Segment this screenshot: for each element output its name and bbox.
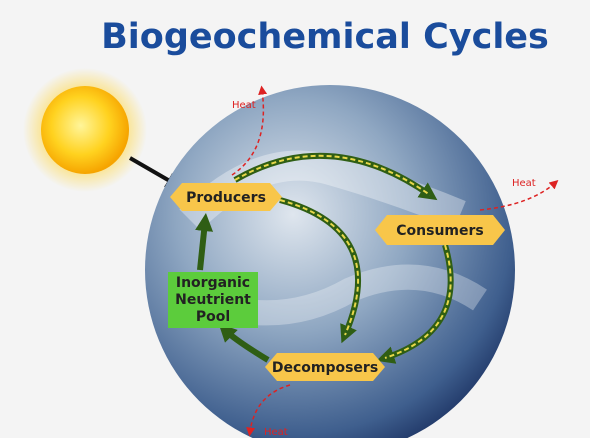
node-label: Producers — [186, 190, 266, 206]
heat-label: Heat — [232, 100, 256, 111]
diagram: Biogeochemical Cycles Heat Heat Heat Pro… — [0, 0, 590, 438]
node-label: Pool — [196, 309, 230, 325]
node-label: Neutrient — [175, 292, 251, 308]
node-label: Consumers — [396, 223, 483, 239]
node-label: Decomposers — [272, 360, 378, 376]
node-label: Inorganic — [176, 275, 250, 291]
heat-label: Heat — [264, 427, 288, 438]
sun — [41, 86, 129, 174]
heat-label: Heat — [512, 178, 536, 189]
title: Biogeochemical Cycles — [101, 17, 549, 57]
